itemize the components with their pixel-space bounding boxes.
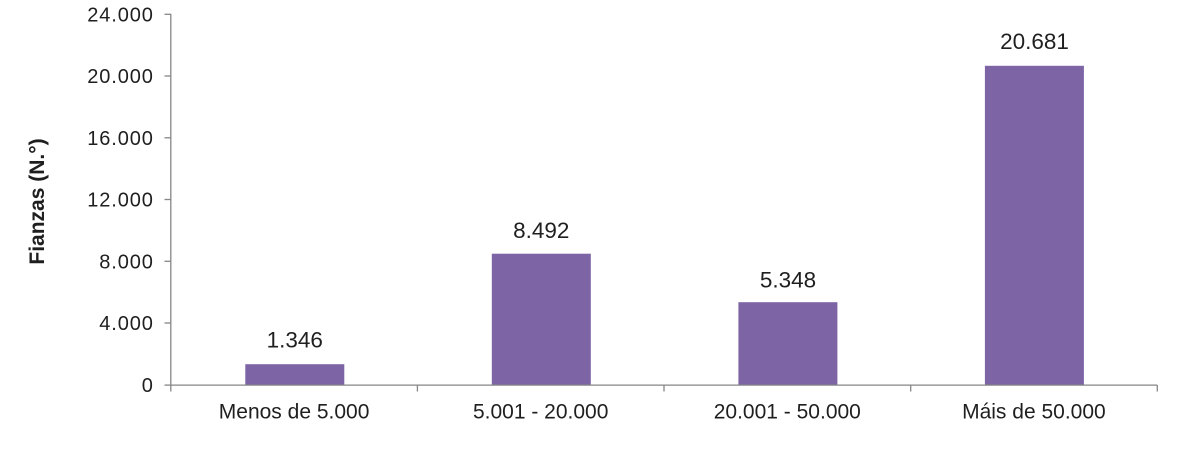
- svg-text:20.000: 20.000: [87, 66, 154, 88]
- svg-text:16.000: 16.000: [87, 128, 154, 150]
- svg-text:12.000: 12.000: [87, 190, 154, 212]
- svg-text:5.348: 5.348: [760, 267, 816, 292]
- svg-text:4.000: 4.000: [99, 313, 154, 335]
- svg-text:8.000: 8.000: [99, 251, 154, 273]
- svg-text:20.681: 20.681: [1000, 29, 1069, 54]
- svg-text:1.346: 1.346: [267, 328, 323, 353]
- svg-text:5.001 - 20.000: 5.001 - 20.000: [473, 400, 608, 423]
- svg-text:Máis de 50.000: Máis de 50.000: [962, 400, 1106, 423]
- svg-text:24.000: 24.000: [87, 4, 154, 26]
- svg-text:Fianzas (N.°): Fianzas (N.°): [26, 138, 49, 264]
- svg-text:20.001 - 50.000: 20.001 - 50.000: [714, 400, 861, 423]
- svg-text:8.492: 8.492: [513, 218, 569, 243]
- svg-text:Menos de 5.000: Menos de 5.000: [219, 400, 370, 423]
- svg-text:0: 0: [142, 375, 154, 397]
